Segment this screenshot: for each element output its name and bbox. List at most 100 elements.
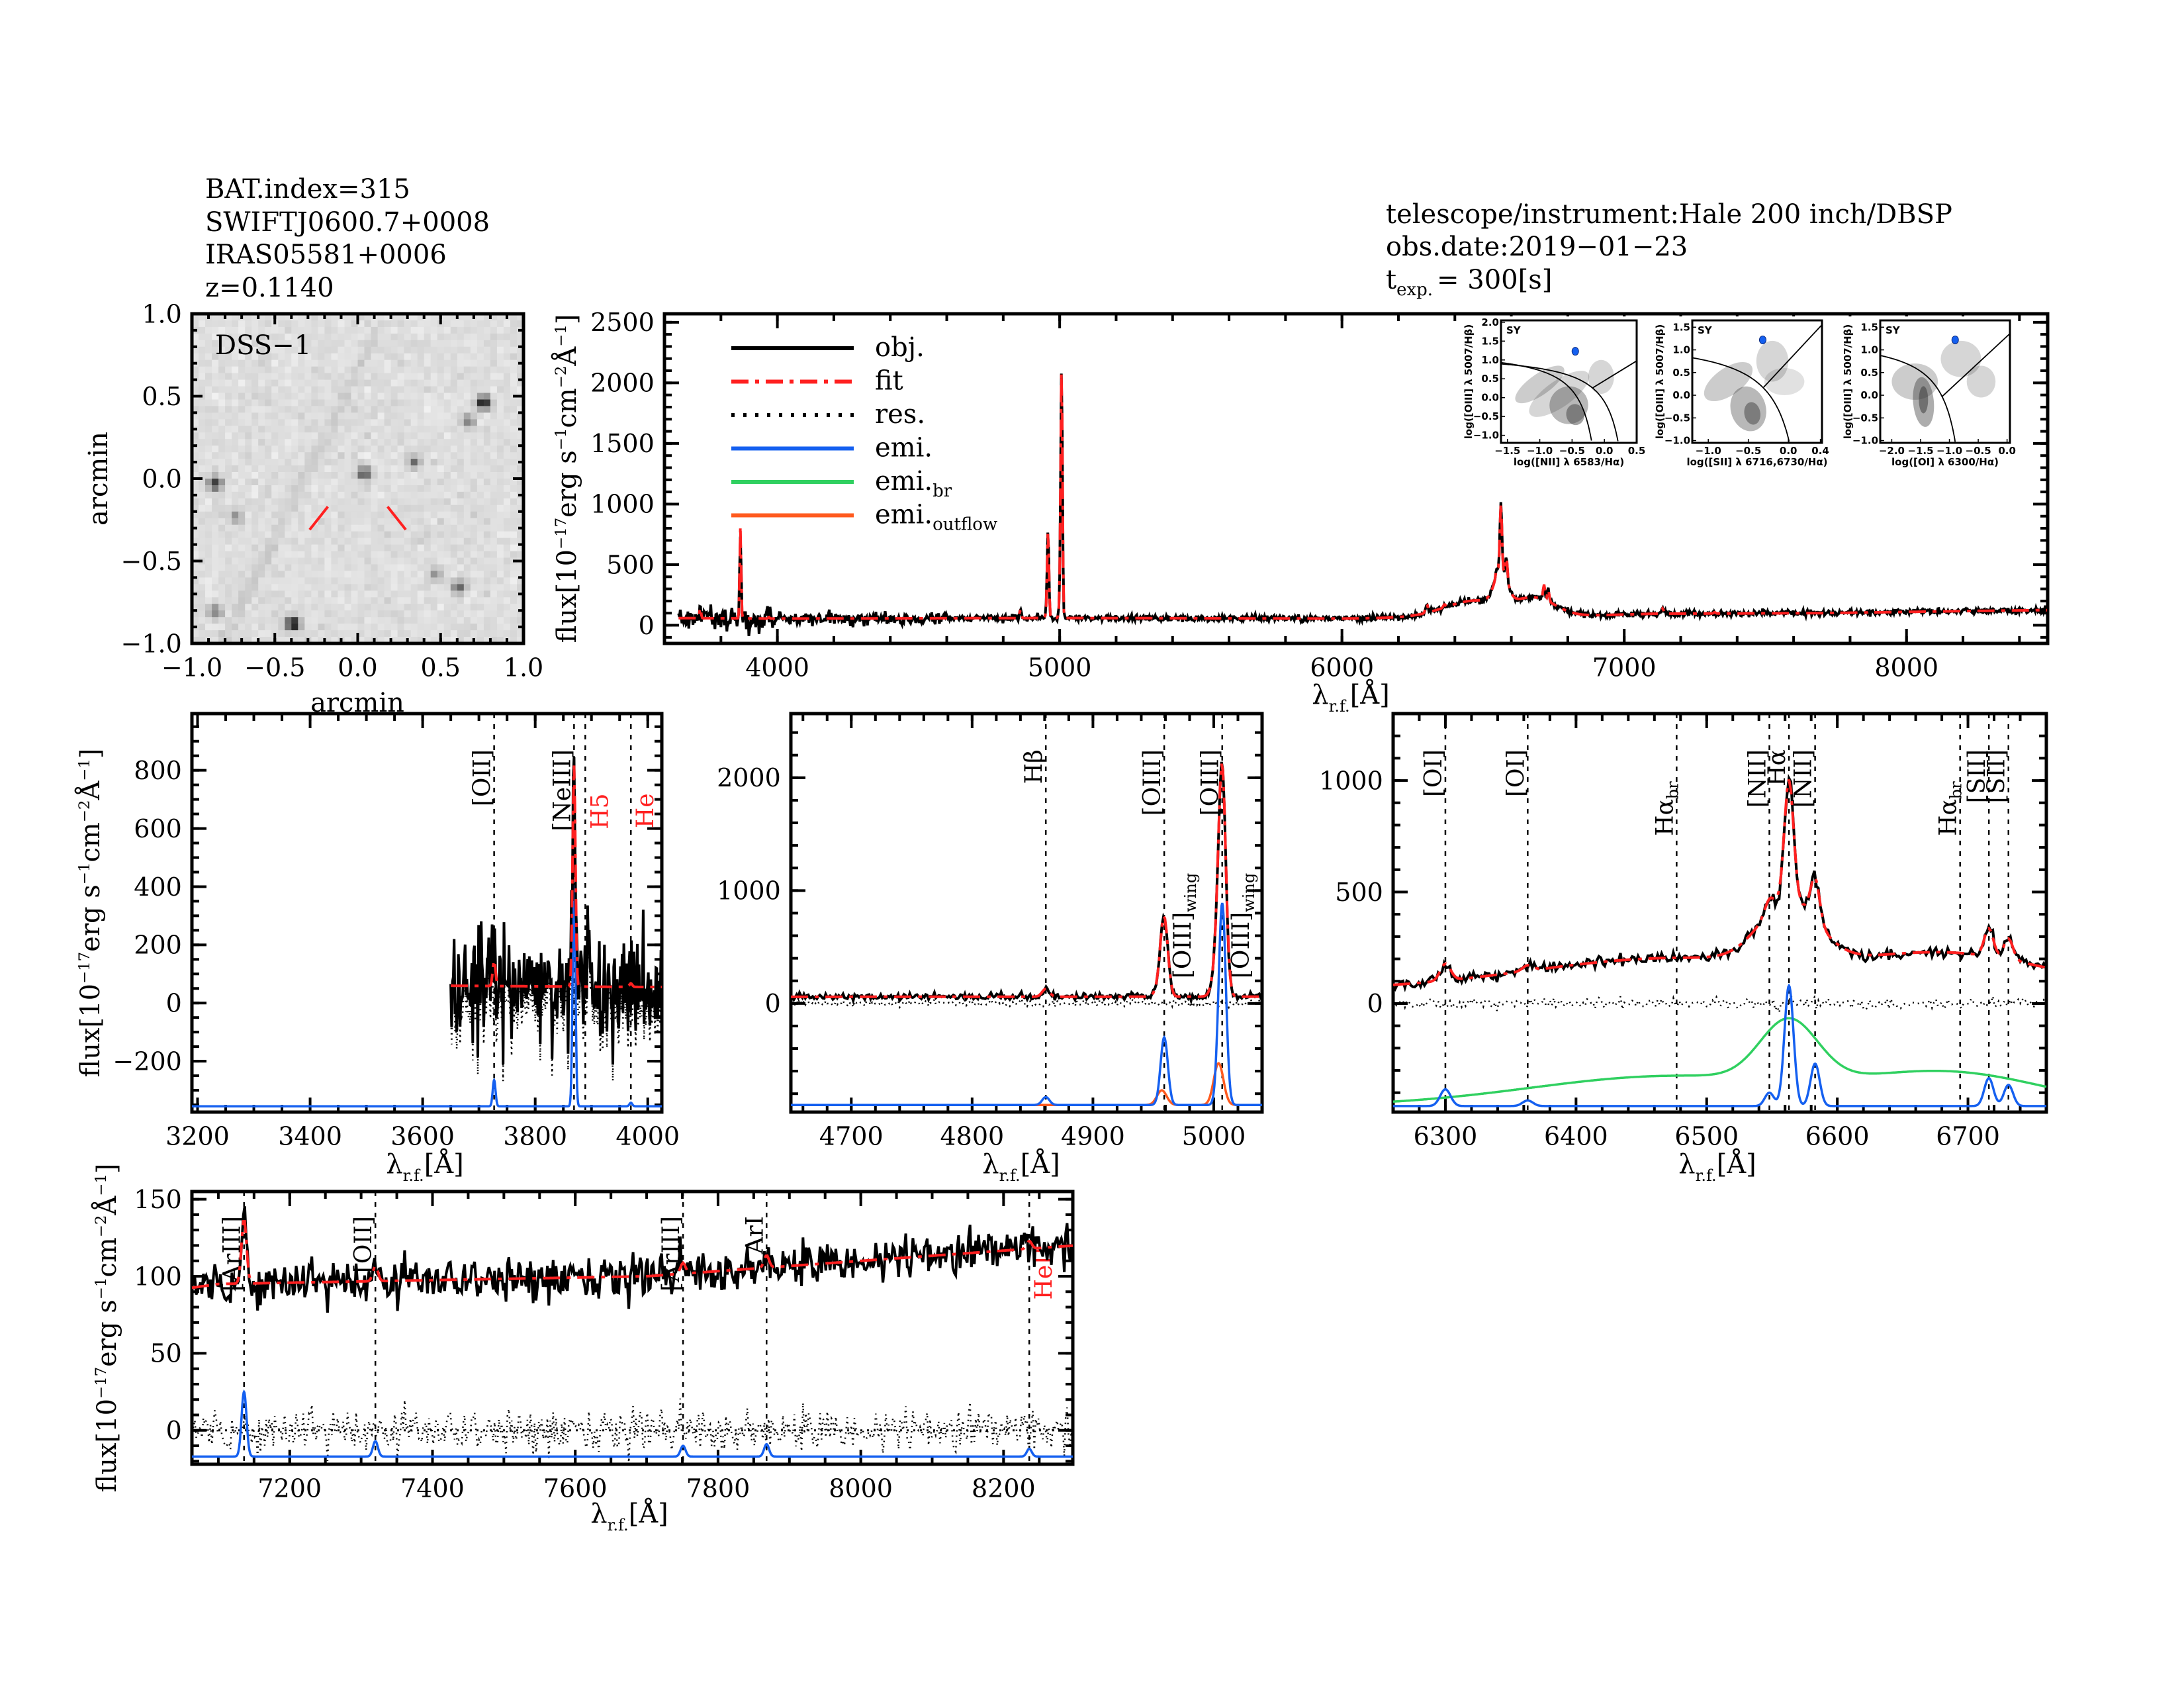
image-pixel — [510, 518, 518, 526]
image-pixel — [477, 346, 484, 354]
image-pixel — [225, 452, 232, 459]
image-pixel — [318, 485, 325, 492]
image-pixel — [424, 426, 432, 433]
image-pixel — [212, 630, 219, 637]
image-pixel — [371, 491, 379, 499]
image-pixel — [232, 432, 239, 440]
y-tick-label: 800 — [134, 756, 182, 785]
image-pixel — [212, 544, 219, 552]
image-pixel — [517, 373, 524, 381]
image-pixel — [437, 571, 445, 578]
image-pixel — [271, 333, 279, 341]
image-pixel — [218, 504, 226, 512]
image-pixel — [503, 491, 511, 499]
image-pixel — [490, 617, 498, 624]
image-pixel — [390, 498, 398, 506]
image-pixel — [390, 340, 398, 348]
image-pixel — [517, 538, 524, 545]
image-pixel — [311, 584, 318, 591]
image-pixel — [351, 472, 359, 479]
image-pixel — [258, 491, 265, 499]
image-pixel — [397, 511, 405, 519]
image-pixel — [225, 604, 232, 611]
image-pixel — [251, 386, 259, 394]
image-pixel — [285, 406, 292, 413]
inset-ticks — [1501, 322, 1637, 443]
image-pixel — [463, 340, 471, 348]
image-pixel — [463, 326, 471, 334]
image-pixel — [199, 610, 206, 618]
image-pixel — [503, 406, 511, 413]
image-pixel — [304, 386, 312, 394]
image-pixel — [483, 491, 491, 499]
image-pixel — [324, 346, 332, 354]
image-pixel — [430, 353, 438, 361]
line-label-name: [OIII] — [1228, 912, 1255, 978]
image-pixel — [318, 386, 325, 394]
image-pixel — [278, 445, 285, 453]
image-pixel — [470, 399, 478, 407]
image-pixel — [457, 445, 465, 453]
image-pixel — [205, 472, 212, 479]
image-pixel — [377, 353, 385, 361]
image-pixel — [344, 610, 352, 618]
x-tick-label: 6600 — [1805, 1121, 1870, 1150]
image-pixel — [371, 426, 379, 433]
image-pixel — [199, 386, 206, 394]
image-pixel — [503, 479, 511, 486]
image-pixel — [232, 419, 239, 426]
image-pixel — [430, 504, 438, 512]
image-pixel — [410, 359, 418, 367]
image-pixel — [265, 320, 272, 328]
image-pixel — [225, 366, 232, 374]
y-tick-label: 1.0 — [1672, 344, 1690, 356]
image-pixel — [331, 393, 338, 400]
image-pixel — [218, 630, 226, 637]
image-pixel — [351, 406, 359, 413]
image-pixel — [503, 386, 511, 394]
image-pixel — [238, 432, 246, 440]
image-pixel — [364, 624, 372, 631]
image-pixel — [410, 538, 418, 545]
image-pixel — [311, 399, 318, 407]
image-pixel — [225, 504, 232, 512]
image-pixel — [437, 379, 445, 387]
image-pixel — [291, 472, 298, 479]
image-pixel — [457, 419, 465, 426]
image-pixel — [205, 630, 212, 637]
image-pixel — [251, 406, 259, 413]
image-pixel — [496, 314, 504, 321]
image-pixel — [238, 604, 246, 611]
image-pixel — [338, 472, 345, 479]
image-pixel — [477, 504, 484, 512]
line-label-name: He — [632, 793, 659, 828]
image-pixel — [377, 346, 385, 354]
image-pixel — [384, 326, 392, 334]
image-pixel — [238, 353, 246, 361]
image-pixel — [271, 472, 279, 479]
image-pixel — [450, 584, 458, 591]
image-pixel — [417, 459, 425, 466]
image-pixel — [430, 590, 438, 598]
image-pixel — [477, 630, 484, 637]
image-pixel — [364, 314, 372, 321]
image-pixel — [278, 472, 285, 479]
image-pixel — [298, 406, 305, 413]
image-pixel — [490, 326, 498, 334]
image-pixel — [503, 412, 511, 420]
image-pixel — [205, 485, 212, 492]
image-pixel — [371, 432, 379, 440]
image-pixel — [517, 498, 524, 506]
image-pixel — [331, 459, 338, 466]
image-pixel — [218, 637, 226, 644]
image-pixel — [417, 346, 425, 354]
image-pixel — [258, 597, 265, 604]
image-pixel — [278, 624, 285, 631]
image-pixel — [417, 624, 425, 631]
image-pixel — [225, 498, 232, 506]
image-pixel — [238, 439, 246, 446]
image-pixel — [463, 551, 471, 559]
image-pixel — [404, 326, 412, 334]
label-part: −1 — [553, 324, 570, 347]
image-pixel — [304, 584, 312, 591]
